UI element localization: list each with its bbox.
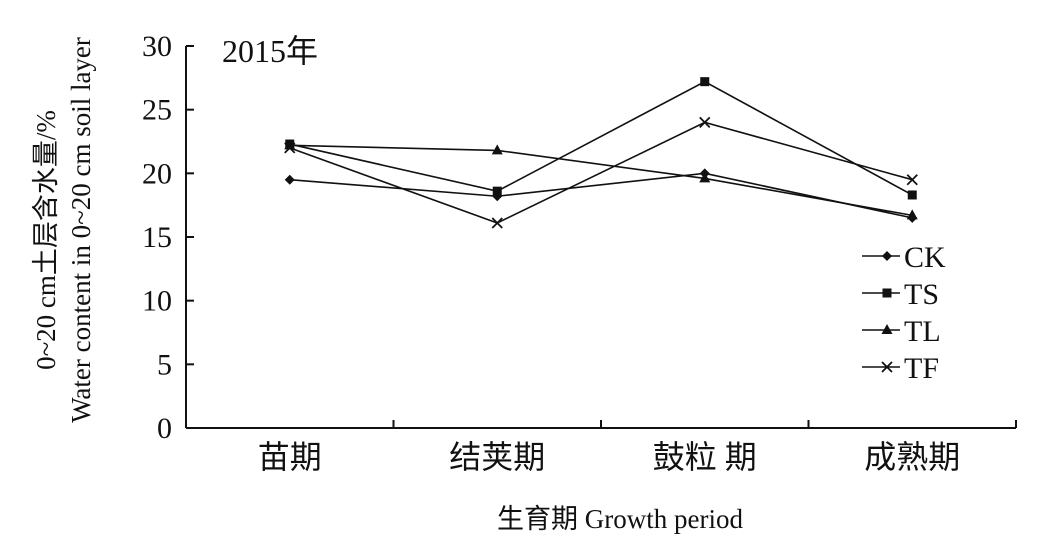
x-marker-stroke <box>881 361 893 373</box>
data-point-tl <box>491 144 503 155</box>
data-point-tl <box>906 209 918 220</box>
panel-year-label: 2015年 <box>222 33 318 69</box>
y-tick-label: 10 <box>142 285 172 318</box>
legend-marker <box>881 324 893 334</box>
y-tick-label: 5 <box>157 348 172 381</box>
x-tick-label: 成熟期 <box>864 439 960 475</box>
legend-marker <box>882 251 892 261</box>
y-axis-title-en: Water content in 0~20 cm soil layer <box>66 37 96 423</box>
data-point-tf <box>699 116 711 129</box>
x-tick-label: 结荚期 <box>449 439 545 475</box>
legend-item-tf: TF <box>862 352 939 385</box>
x-marker-stroke <box>699 116 711 129</box>
x-marker-stroke <box>491 217 503 229</box>
data-point-ts <box>907 190 917 200</box>
legend-item-tl: TL <box>862 315 941 348</box>
x-axis-title: 生育期 Growth period <box>497 504 743 534</box>
y-axis-title-cn: 0~20 cm土层含水量/% <box>31 110 61 370</box>
y-tick-label: 30 <box>142 30 172 63</box>
legend: CK TS TL TF <box>862 241 946 385</box>
legend-label: TL <box>904 315 941 348</box>
data-point-tl <box>699 172 711 183</box>
data-point-ts <box>492 186 502 196</box>
plot-area <box>284 77 918 229</box>
series-line-ts <box>289 80 913 196</box>
data-point-tl <box>284 139 296 150</box>
series-line-tl <box>289 144 913 217</box>
x-tick-label: 鼓粒 期 <box>653 439 757 475</box>
axes: 0 5 10 15 20 25 30 苗期 结荚期 鼓粒 期 成熟期 <box>142 30 1017 475</box>
data-point-ts <box>700 77 710 87</box>
y-tick-label: 20 <box>142 157 172 190</box>
legend-marker <box>882 288 892 298</box>
legend-label: TS <box>904 278 939 311</box>
data-point-tf <box>491 217 503 229</box>
legend-item-ts: TS <box>862 278 939 311</box>
series-line-ck <box>289 172 913 219</box>
y-tick-label: 15 <box>142 221 172 254</box>
legend-marker <box>881 361 893 373</box>
legend-label: TF <box>904 352 939 385</box>
legend-item-ck: CK <box>862 241 946 274</box>
data-point-ck <box>284 174 295 185</box>
legend-label: CK <box>904 241 946 274</box>
x-tick-label: 苗期 <box>258 439 322 475</box>
y-tick-label: 0 <box>157 412 172 445</box>
x-marker-stroke <box>284 142 296 154</box>
y-tick-label: 25 <box>142 94 172 127</box>
data-point-tf <box>284 142 296 154</box>
data-point-tf <box>906 174 918 186</box>
y-axis-title: 0~20 cm土层含水量/% Water content in 0~20 cm … <box>31 37 96 423</box>
series-line-tf <box>289 121 913 224</box>
x-marker-stroke <box>906 174 918 186</box>
